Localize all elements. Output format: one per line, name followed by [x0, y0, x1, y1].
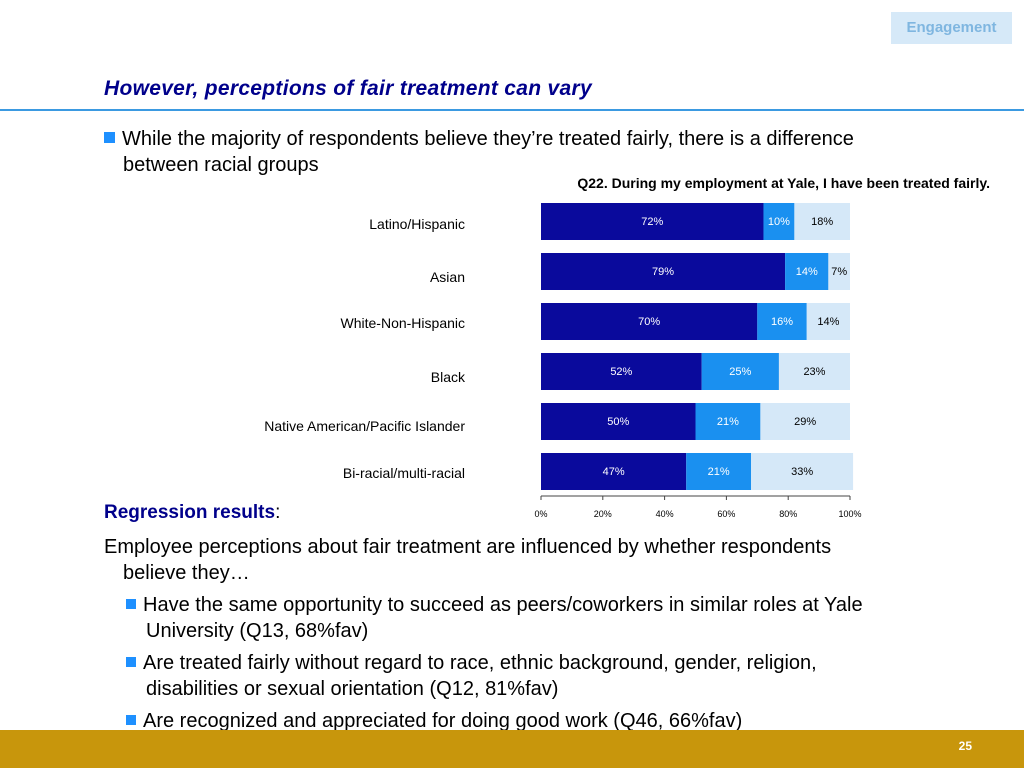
list-item: Are treated fairly without regard to rac…: [126, 650, 996, 702]
x-tick-label: 80%: [779, 509, 797, 519]
list-item-line-2: University (Q13, 68%fav): [146, 620, 369, 642]
bar-segment: [541, 253, 786, 290]
regression-text-line-1: Employee perceptions about fair treatmen…: [104, 536, 832, 558]
data-label: 50%: [607, 416, 629, 428]
bar-segment: [828, 253, 850, 290]
list-item-line-1: Are recognized and appreciated for doing…: [143, 710, 743, 732]
regression-text: Employee perceptions about fair treatmen…: [104, 534, 984, 586]
list-item: Have the same opportunity to succeed as …: [126, 592, 996, 644]
x-tick-label: 20%: [594, 509, 612, 519]
data-label: 52%: [610, 366, 632, 378]
x-tick-label: 40%: [656, 509, 674, 519]
data-label: 72%: [641, 216, 663, 228]
bullet-square-icon: [126, 599, 136, 609]
bar-segment: [695, 403, 761, 440]
data-label: 7%: [831, 266, 847, 278]
bar-segment: [751, 453, 854, 490]
regression-heading-colon: :: [275, 502, 281, 523]
category-label: Black: [431, 369, 466, 385]
bar-segment: [541, 403, 696, 440]
regression-heading-text: Regression results: [104, 502, 276, 523]
bar-segment: [701, 353, 779, 390]
bar-segment: [763, 203, 795, 240]
intro-bullet: While the majority of respondents believ…: [104, 126, 984, 178]
data-label: 79%: [652, 266, 674, 278]
list-item: Are recognized and appreciated for doing…: [126, 708, 996, 734]
data-label: 16%: [771, 316, 793, 328]
intro-line-1: While the majority of respondents believ…: [122, 128, 854, 150]
slide-title: However, perceptions of fair treatment c…: [104, 77, 592, 100]
bar-segment: [794, 203, 850, 240]
data-label: 10%: [768, 216, 790, 228]
section-tag: Engagement: [891, 12, 1012, 44]
data-label: 18%: [811, 216, 833, 228]
data-label: 21%: [708, 466, 730, 478]
bar-segment: [785, 253, 829, 290]
list-item-line-2: disabilities or sexual orientation (Q12,…: [146, 678, 559, 700]
data-label: 47%: [603, 466, 625, 478]
data-label: 33%: [791, 466, 813, 478]
category-label: Native American/Pacific Islander: [264, 418, 465, 434]
bar-segment: [757, 303, 807, 340]
category-label: Bi-racial/multi-racial: [343, 465, 465, 481]
bar-segment: [541, 453, 687, 490]
bar-segment: [760, 403, 850, 440]
footer-bar: 25: [0, 730, 1024, 768]
page-number: 25: [958, 739, 972, 753]
bar-segment: [806, 303, 850, 340]
bar-segment: [541, 353, 702, 390]
data-label: 25%: [729, 366, 751, 378]
bullet-square-icon: [104, 132, 115, 143]
category-label: White-Non-Hispanic: [341, 315, 465, 331]
data-label: 21%: [717, 416, 739, 428]
x-tick-label: 0%: [534, 509, 547, 519]
data-label: 14%: [817, 316, 839, 328]
bar-segment: [541, 203, 764, 240]
category-label: Asian: [430, 269, 465, 285]
data-label: 23%: [803, 366, 825, 378]
list-item-line-1: Have the same opportunity to succeed as …: [143, 594, 863, 616]
regression-text-line-2: believe they…: [123, 562, 250, 584]
data-label: 70%: [638, 316, 660, 328]
chart-title: Q22. During my employment at Yale, I hav…: [577, 175, 990, 191]
data-label: 29%: [794, 416, 816, 428]
data-label: 14%: [796, 266, 818, 278]
bar-segment: [686, 453, 752, 490]
bar-segment: [541, 303, 758, 340]
bullet-square-icon: [126, 657, 136, 667]
intro-line-2: between racial groups: [123, 154, 319, 176]
regression-list: Have the same opportunity to succeed as …: [126, 592, 996, 740]
list-item-line-1: Are treated fairly without regard to rac…: [143, 652, 817, 674]
bullet-square-icon: [126, 715, 136, 725]
bar-segment: [778, 353, 850, 390]
x-tick-label: 60%: [717, 509, 735, 519]
x-tick-label: 100%: [838, 509, 861, 519]
category-label: Latino/Hispanic: [369, 216, 465, 232]
title-divider: [0, 109, 1024, 111]
regression-heading: Regression results:: [104, 502, 280, 524]
